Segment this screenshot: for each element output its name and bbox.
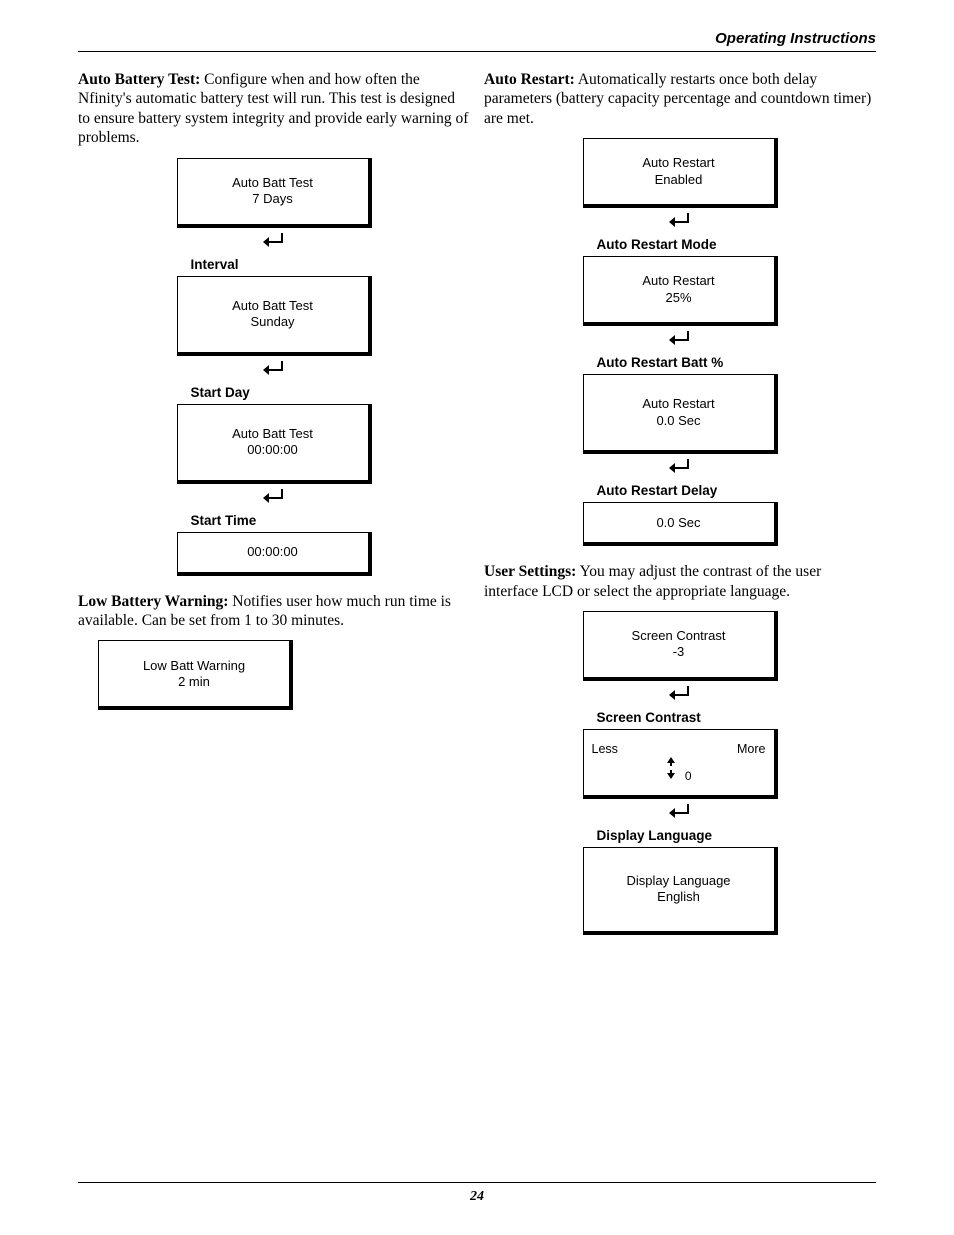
low-battery-warning-flow: Low Batt Warning 2 min <box>78 640 470 710</box>
us-caption-language: Display Language <box>583 826 778 847</box>
auto-restart-flow: Auto Restart Enabled Auto Restart Mode A… <box>484 138 876 546</box>
enter-arrow-icon <box>177 488 372 509</box>
low-battery-warning-para: Low Battery Warning: Notifies user how m… <box>78 592 470 631</box>
us-contrast-less-label: Less <box>592 741 618 758</box>
us-box-language-line1: Display Language <box>590 873 768 889</box>
abt-caption-starttime: Start Time <box>177 511 372 532</box>
abt-box-starttime: Auto Batt Test 00:00:00 <box>177 404 372 484</box>
abt-box-final: 00:00:00 <box>177 532 372 576</box>
abt-box-starttime-line1: Auto Batt Test <box>184 426 362 442</box>
abt-box-interval: Auto Batt Test 7 Days <box>177 158 372 228</box>
auto-battery-test-para: Auto Battery Test: Configure when and ho… <box>78 70 470 148</box>
ar-box-mode-line2: Enabled <box>590 172 768 188</box>
lbw-box: Low Batt Warning 2 min <box>98 640 293 710</box>
footer: 24 <box>78 1182 876 1205</box>
ar-box-mode-line1: Auto Restart <box>590 155 768 171</box>
auto-battery-test-heading: Auto Battery Test: <box>78 71 200 88</box>
ar-box-final: 0.0 Sec <box>583 502 778 546</box>
abt-caption-startday: Start Day <box>177 383 372 404</box>
left-column: Auto Battery Test: Configure when and ho… <box>78 70 470 951</box>
us-box-contrast-line2: -3 <box>590 644 768 660</box>
us-caption-contrast: Screen Contrast <box>583 708 778 729</box>
abt-box-startday: Auto Batt Test Sunday <box>177 276 372 356</box>
lbw-box-line2: 2 min <box>105 674 283 690</box>
us-box-language-line3: English <box>590 889 768 905</box>
auto-restart-para: Auto Restart: Automatically restarts onc… <box>484 70 876 128</box>
ar-caption-batt: Auto Restart Batt % <box>583 353 778 374</box>
abt-caption-interval: Interval <box>177 255 372 276</box>
user-settings-heading: User Settings: <box>484 563 576 580</box>
enter-arrow-icon <box>583 803 778 824</box>
ar-caption-delay: Auto Restart Delay <box>583 481 778 502</box>
enter-arrow-icon <box>177 232 372 253</box>
enter-arrow-icon <box>583 685 778 706</box>
ar-caption-mode: Auto Restart Mode <box>583 235 778 256</box>
page-number: 24 <box>78 1183 876 1205</box>
ar-box-batt-line2: 25% <box>590 290 768 306</box>
user-settings-flow: Screen Contrast -3 Screen Contrast Less … <box>484 611 876 935</box>
abt-box-startday-line3: Sunday <box>184 314 362 330</box>
ar-box-batt-line1: Auto Restart <box>590 273 768 289</box>
ar-box-delay-line1: Auto Restart <box>590 396 768 412</box>
enter-arrow-icon <box>177 360 372 381</box>
abt-box-startday-line1: Auto Batt Test <box>184 298 362 314</box>
us-box-contrast-line1: Screen Contrast <box>590 628 768 644</box>
enter-arrow-icon <box>583 458 778 479</box>
ar-box-batt: Auto Restart 25% <box>583 256 778 326</box>
up-down-arrows-icon <box>665 757 677 779</box>
us-box-contrast-adjust: Less More 0 <box>583 729 778 799</box>
enter-arrow-icon <box>583 330 778 351</box>
ar-box-final-line1: 0.0 Sec <box>590 515 768 531</box>
enter-arrow-icon <box>583 212 778 233</box>
auto-restart-heading: Auto Restart: <box>484 71 575 88</box>
lbw-box-line1: Low Batt Warning <box>105 658 283 674</box>
user-settings-para: User Settings: You may adjust the contra… <box>484 562 876 601</box>
us-contrast-value: 0 <box>685 769 692 783</box>
ar-box-delay-line3: 0.0 Sec <box>590 413 768 429</box>
us-box-language: Display Language English <box>583 847 778 935</box>
abt-box-starttime-line3: 00:00:00 <box>184 442 362 458</box>
ar-box-mode: Auto Restart Enabled <box>583 138 778 208</box>
us-contrast-more-label: More <box>737 741 765 758</box>
right-column: Auto Restart: Automatically restarts onc… <box>484 70 876 951</box>
header-section-title: Operating Instructions <box>78 30 876 47</box>
low-battery-warning-heading: Low Battery Warning: <box>78 593 228 610</box>
abt-box-interval-line1: Auto Batt Test <box>184 175 362 191</box>
auto-battery-test-flow: Auto Batt Test 7 Days Interval Auto Batt… <box>78 158 470 576</box>
ar-box-delay: Auto Restart 0.0 Sec <box>583 374 778 454</box>
two-column-layout: Auto Battery Test: Configure when and ho… <box>78 70 876 951</box>
abt-box-interval-line2: 7 Days <box>184 191 362 207</box>
header-rule <box>78 51 876 52</box>
us-box-contrast: Screen Contrast -3 <box>583 611 778 681</box>
abt-box-final-line1: 00:00:00 <box>184 544 362 560</box>
